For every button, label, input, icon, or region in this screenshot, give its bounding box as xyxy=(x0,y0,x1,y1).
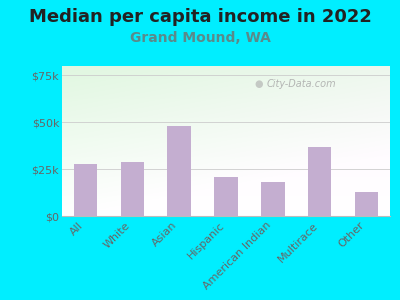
Bar xyxy=(168,126,191,216)
Text: Median per capita income in 2022: Median per capita income in 2022 xyxy=(28,8,372,26)
Text: Grand Mound, WA: Grand Mound, WA xyxy=(130,32,270,46)
Bar xyxy=(308,147,332,216)
Text: City-Data.com: City-Data.com xyxy=(267,79,336,89)
Text: ●: ● xyxy=(254,79,263,89)
Bar xyxy=(120,162,144,216)
Bar xyxy=(214,177,238,216)
Bar xyxy=(261,182,284,216)
Bar xyxy=(74,164,97,216)
Bar xyxy=(355,192,378,216)
